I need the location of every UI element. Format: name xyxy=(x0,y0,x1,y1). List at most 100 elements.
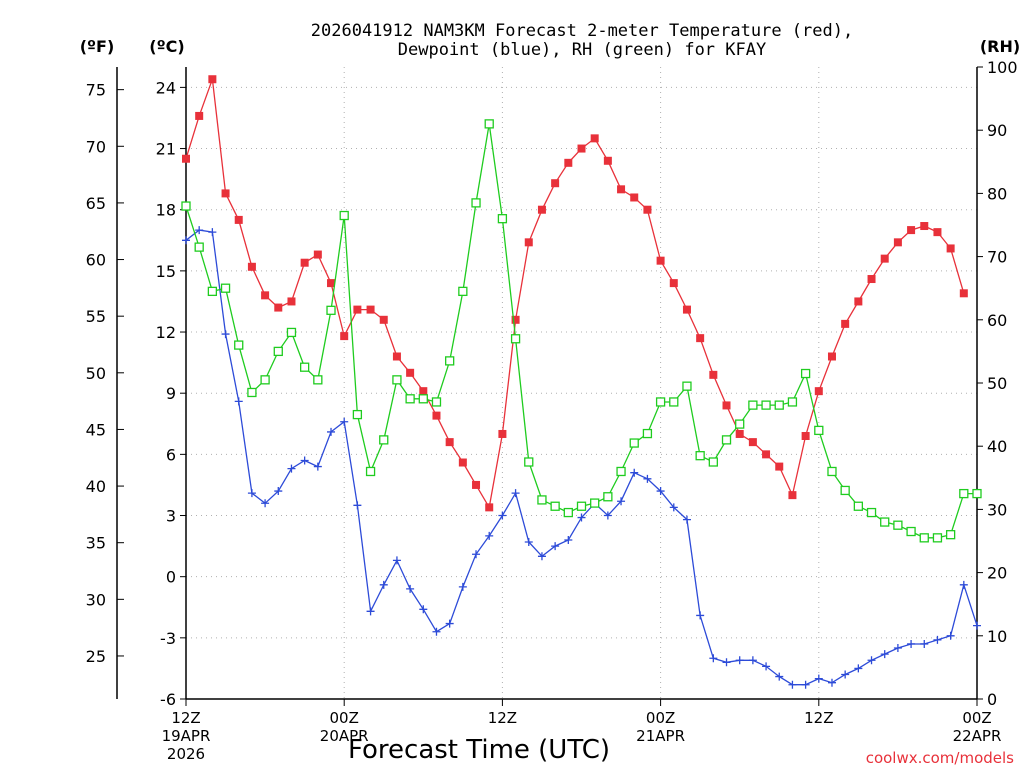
point-dewpoint xyxy=(854,664,863,673)
point-temperature xyxy=(920,222,929,231)
point-dewpoint xyxy=(485,531,494,540)
x-tick-label: 12Z xyxy=(804,709,833,727)
point-temperature xyxy=(419,387,428,396)
point-temperature xyxy=(182,154,190,163)
chart-title-line1: 2026041912 NAM3KM Forecast 2-meter Tempe… xyxy=(311,21,853,41)
x-tick-label: 12Z xyxy=(171,709,200,727)
point-rh xyxy=(431,397,442,407)
point-dewpoint xyxy=(617,497,626,506)
point-dewpoint xyxy=(472,550,481,559)
y-tick-label-rh: 50 xyxy=(987,374,1007,393)
point-rh xyxy=(735,419,745,429)
point-temperature xyxy=(234,215,243,224)
x-tick-label: 20APR xyxy=(320,727,369,745)
point-dewpoint xyxy=(274,487,283,496)
point-temperature xyxy=(814,387,823,396)
y-right-unit-label: (RH) xyxy=(980,37,1020,56)
point-temperature xyxy=(524,238,533,247)
point-rh xyxy=(194,242,204,252)
y-tick-label-rh: 30 xyxy=(987,500,1007,519)
point-rh xyxy=(299,362,310,372)
point-temperature xyxy=(472,480,481,489)
point-temperature xyxy=(735,429,744,438)
point-dewpoint xyxy=(524,538,533,547)
point-temperature xyxy=(867,275,876,284)
point-rh xyxy=(405,394,415,404)
point-rh xyxy=(919,533,929,543)
point-temperature xyxy=(340,332,349,341)
point-rh xyxy=(220,283,231,293)
point-rh xyxy=(563,507,573,518)
point-rh xyxy=(247,387,257,398)
point-temperature xyxy=(880,254,889,263)
y-tick-label-f: 70 xyxy=(86,137,106,156)
point-rh xyxy=(814,425,824,436)
y-tick-label-rh: 40 xyxy=(987,437,1007,456)
point-rh xyxy=(181,201,191,211)
y-tick-label-c: 12 xyxy=(156,323,176,342)
point-temperature xyxy=(775,462,784,471)
point-dewpoint xyxy=(762,662,771,671)
point-dewpoint xyxy=(841,670,850,679)
point-temperature xyxy=(709,370,718,379)
point-dewpoint xyxy=(973,621,981,630)
point-rh xyxy=(260,375,270,385)
point-dewpoint xyxy=(366,607,375,616)
x-tick-label: 19APR xyxy=(162,727,211,745)
point-dewpoint xyxy=(893,644,902,653)
point-dewpoint xyxy=(445,619,454,628)
y-tick-label-f: 75 xyxy=(86,81,106,100)
point-temperature xyxy=(406,368,415,377)
point-temperature xyxy=(854,297,863,306)
point-rh xyxy=(207,286,218,297)
point-temperature xyxy=(537,205,546,214)
point-dewpoint xyxy=(406,584,415,593)
point-rh xyxy=(642,428,653,439)
point-dewpoint xyxy=(327,427,336,436)
y-tick-label-c: 18 xyxy=(156,201,176,220)
point-dewpoint xyxy=(419,605,428,614)
point-rh xyxy=(497,214,508,224)
point-rh xyxy=(590,498,600,508)
point-rh xyxy=(365,466,376,477)
y-tick-label-c: 6 xyxy=(166,445,176,464)
y-tick-label-f: 65 xyxy=(86,194,106,213)
point-dewpoint xyxy=(630,468,639,477)
point-dewpoint xyxy=(432,627,441,636)
point-temperature xyxy=(221,189,230,198)
point-rh xyxy=(761,400,771,410)
point-rh xyxy=(840,485,850,496)
point-dewpoint xyxy=(234,397,243,406)
point-rh xyxy=(906,526,916,537)
y-tick-label-rh: 10 xyxy=(987,627,1007,646)
point-dewpoint xyxy=(379,580,388,589)
point-temperature xyxy=(300,258,309,267)
point-temperature xyxy=(630,193,639,202)
point-temperature xyxy=(445,438,454,447)
point-dewpoint xyxy=(195,226,204,235)
point-dewpoint xyxy=(709,654,718,663)
point-rh xyxy=(392,375,402,385)
y-tick-label-rh: 70 xyxy=(987,248,1007,267)
point-temperature xyxy=(208,75,217,84)
chart-title-line2: Dewpoint (blue), RH (green) for KFAY xyxy=(398,40,766,60)
point-rh xyxy=(893,520,903,530)
point-rh xyxy=(510,334,521,344)
point-dewpoint xyxy=(182,236,190,245)
y-tick-label-c: 9 xyxy=(166,384,176,403)
point-rh xyxy=(418,394,428,404)
x-tick-label: 00Z xyxy=(330,709,359,727)
point-rh xyxy=(484,119,494,129)
point-rh xyxy=(313,375,323,385)
point-dewpoint xyxy=(353,501,362,510)
point-temperature xyxy=(603,156,612,165)
point-rh xyxy=(603,492,613,502)
point-dewpoint xyxy=(564,535,573,544)
point-temperature xyxy=(366,305,375,314)
point-rh xyxy=(629,438,639,448)
y-tick-label-f: 35 xyxy=(86,534,106,553)
point-temperature xyxy=(682,305,691,314)
point-temperature xyxy=(933,228,942,237)
point-temperature xyxy=(511,315,520,324)
point-rh xyxy=(576,501,587,511)
